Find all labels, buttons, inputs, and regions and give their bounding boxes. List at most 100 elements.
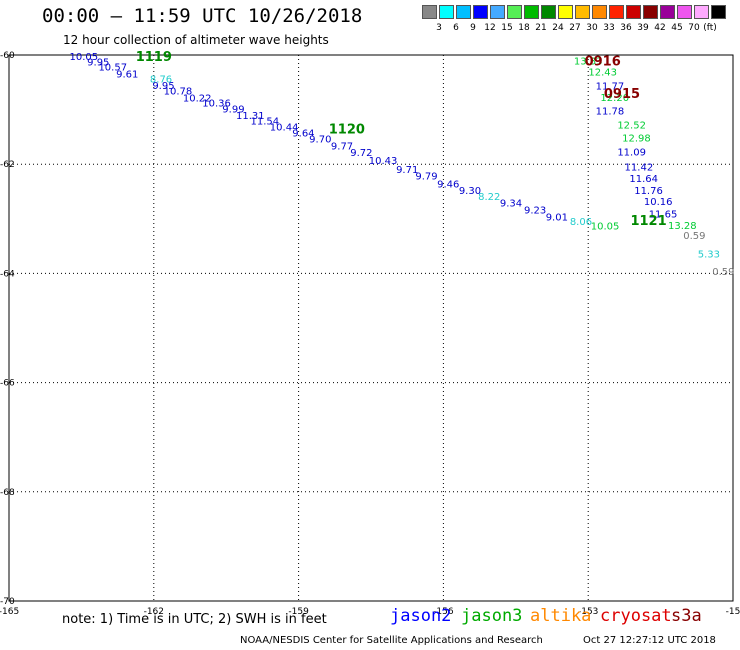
data-label: 9.46 bbox=[437, 179, 459, 190]
scale-swatch bbox=[490, 5, 505, 19]
data-label: 9.34 bbox=[500, 198, 522, 209]
data-label: 9.61 bbox=[116, 70, 138, 81]
data-label: 9.99 bbox=[222, 105, 244, 116]
data-label: 9.71 bbox=[396, 165, 418, 176]
footnote: note: 1) Time is in UTC; 2) SWH is in fe… bbox=[62, 612, 327, 627]
data-label: 11.76 bbox=[634, 186, 663, 197]
data-label: 10.22 bbox=[183, 94, 212, 105]
data-label: 11.77 bbox=[596, 82, 625, 93]
data-label: 11.09 bbox=[617, 148, 646, 159]
x-tick-label: -15 bbox=[726, 607, 740, 617]
data-label: 12.20 bbox=[600, 93, 629, 104]
scale-label: 9 bbox=[470, 23, 476, 33]
data-label: 10.44 bbox=[270, 123, 299, 134]
scale-label: 33 bbox=[603, 23, 615, 33]
data-label: 11.42 bbox=[625, 162, 654, 173]
scale-label: 39 bbox=[637, 23, 649, 33]
data-label: 11.64 bbox=[629, 174, 658, 185]
scale-swatch bbox=[422, 5, 437, 19]
data-label: 10.43 bbox=[369, 156, 398, 167]
scale-label: 6 bbox=[453, 23, 459, 33]
y-tick-label: -62 bbox=[0, 160, 15, 170]
scale-swatch bbox=[473, 5, 488, 19]
data-label: 12.52 bbox=[617, 120, 646, 131]
y-tick-label: -60 bbox=[0, 51, 15, 61]
time-annotation: 1121 bbox=[630, 214, 666, 229]
data-label: 10.05 bbox=[69, 52, 98, 63]
data-label: 11.65 bbox=[649, 209, 678, 220]
data-label: 13.33 bbox=[574, 56, 603, 67]
x-tick-label: -156 bbox=[433, 607, 454, 617]
scale-label: 45 bbox=[671, 23, 683, 33]
satellite-altika: altika bbox=[530, 606, 592, 626]
scale-swatch bbox=[558, 5, 573, 19]
data-label: 9.72 bbox=[350, 148, 372, 159]
y-tick-label: -70 bbox=[0, 597, 15, 607]
satellite-jason3: jason3 bbox=[461, 606, 523, 626]
y-tick-label: -64 bbox=[0, 269, 15, 279]
satellite-cryosat: cryosat bbox=[600, 606, 672, 626]
chart-subtitle: 12 hour collection of altimeter wave hei… bbox=[63, 33, 329, 47]
data-label: 10.57 bbox=[98, 62, 127, 73]
scale-swatch bbox=[711, 5, 726, 19]
data-label: 9.64 bbox=[292, 129, 314, 140]
x-tick-label: -162 bbox=[144, 607, 164, 617]
data-label: 9.01 bbox=[546, 213, 568, 224]
x-tick-label: -159 bbox=[288, 607, 309, 617]
data-label: 13.28 bbox=[668, 221, 697, 232]
scale-label: 70 bbox=[688, 23, 700, 33]
scale-unit: (ft) bbox=[703, 23, 717, 33]
scale-swatch bbox=[694, 5, 709, 19]
scale-swatch bbox=[592, 5, 607, 19]
scale-swatch bbox=[507, 5, 522, 19]
scale-label: 18 bbox=[518, 23, 530, 33]
credit-line: NOAA/NESDIS Center for Satellite Applica… bbox=[240, 635, 543, 646]
data-label: 11.54 bbox=[250, 117, 279, 128]
data-label: 9.95 bbox=[152, 81, 174, 92]
time-annotation: 1120 bbox=[329, 123, 365, 138]
scale-swatch bbox=[626, 5, 641, 19]
scale-swatch bbox=[677, 5, 692, 19]
scale-label: 27 bbox=[569, 23, 581, 33]
y-tick-label: -66 bbox=[0, 379, 15, 389]
scale-swatch bbox=[456, 5, 471, 19]
scale-swatch bbox=[609, 5, 624, 19]
data-label: 11.31 bbox=[236, 111, 265, 122]
data-label: 9.23 bbox=[524, 206, 546, 217]
data-label: 11.78 bbox=[596, 107, 625, 118]
data-label: 10.16 bbox=[644, 197, 673, 208]
x-tick-label: -165 bbox=[0, 607, 19, 617]
data-label: 10.78 bbox=[164, 86, 193, 97]
data-label: 12.98 bbox=[622, 133, 651, 144]
scale-swatch bbox=[575, 5, 590, 19]
scale-swatch bbox=[541, 5, 556, 19]
data-label: 12.43 bbox=[588, 67, 617, 78]
data-label: 10.36 bbox=[202, 99, 231, 110]
scale-label: 15 bbox=[501, 23, 513, 33]
data-label: 10.05 bbox=[591, 221, 620, 232]
data-label: 9.30 bbox=[459, 186, 481, 197]
data-label: 9.79 bbox=[415, 172, 437, 183]
x-tick-label: -153 bbox=[578, 607, 598, 617]
data-label: 9.77 bbox=[331, 142, 353, 153]
data-label: 0.59 bbox=[683, 231, 705, 242]
plot-frame bbox=[8, 54, 734, 602]
scale-label: 30 bbox=[586, 23, 598, 33]
y-tick-label: -68 bbox=[0, 488, 15, 498]
scale-label: 24 bbox=[552, 23, 564, 33]
data-label: 9.95 bbox=[87, 58, 109, 69]
scale-swatch bbox=[660, 5, 675, 19]
scale-swatch bbox=[643, 5, 658, 19]
generated-timestamp: Oct 27 12:27:12 UTC 2018 bbox=[583, 635, 716, 646]
data-label: 5.33 bbox=[698, 250, 720, 261]
scale-label: 3 bbox=[436, 23, 442, 33]
satellite-s3a: s3a bbox=[671, 606, 702, 626]
scale-swatch bbox=[439, 5, 454, 19]
scale-label: 21 bbox=[535, 23, 547, 33]
chart-title: 00:00 – 11:59 UTC 10/26/2018 bbox=[42, 5, 363, 27]
time-annotation: 1119 bbox=[136, 50, 172, 65]
satellite-jason2: jason2 bbox=[390, 606, 452, 626]
time-annotation: 0916 bbox=[585, 54, 621, 69]
scale-label: 36 bbox=[620, 23, 632, 33]
